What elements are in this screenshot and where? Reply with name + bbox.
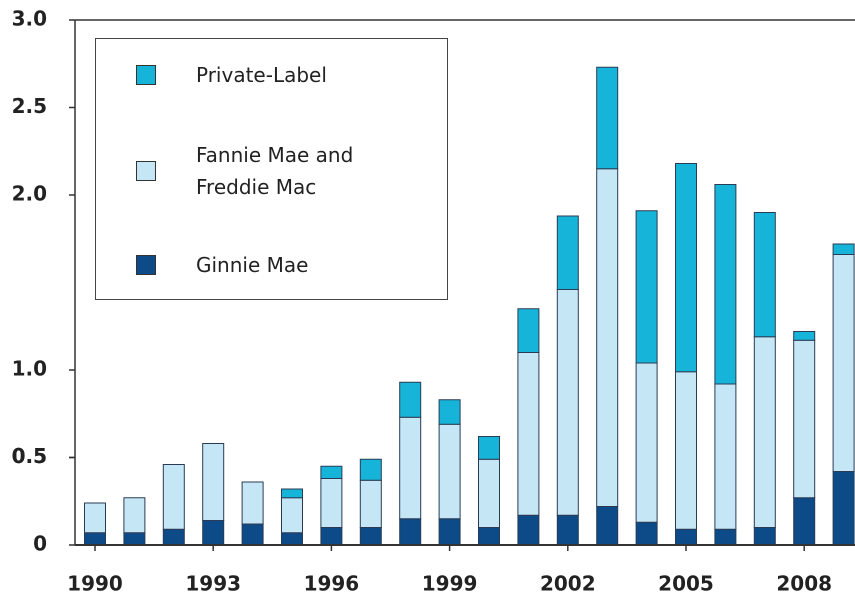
bar-segment [84, 502, 106, 534]
bar-segment [399, 381, 422, 418]
bar-segment [793, 497, 816, 546]
legend-item: Private-Label [136, 59, 416, 91]
bar-segment [438, 399, 461, 425]
legend-label: Ginnie Mae [196, 253, 309, 277]
y-tick-label: 2.0 [12, 182, 47, 206]
bar-segment [438, 518, 461, 546]
x-tick-label: 1990 [67, 572, 123, 596]
legend-swatch [136, 255, 156, 275]
bar-segment [320, 527, 343, 546]
bar-segment [714, 184, 737, 385]
bar-segment [753, 212, 776, 338]
bar-segment [596, 168, 619, 507]
y-tick-label: 0.5 [12, 444, 47, 468]
bar-segment [832, 254, 855, 472]
legend: Private-Label Fannie Mae and Freddie Mac G… [95, 38, 448, 300]
legend-label: Private-Label [196, 63, 327, 87]
bar-segment [635, 521, 658, 546]
y-tick-label: 3.0 [12, 7, 47, 31]
bar-segment [753, 527, 776, 546]
bar-segment [202, 443, 225, 521]
bar-segment [281, 488, 303, 499]
bar-segment [793, 339, 816, 499]
legend-swatch [136, 65, 156, 85]
bar-segment [359, 479, 382, 528]
bar-segment [517, 308, 540, 353]
bar-segment [478, 527, 500, 546]
bar-segment [320, 465, 343, 479]
x-tick-label: 2005 [658, 572, 714, 596]
legend-label: Fannie Mae and Freddie Mac [196, 143, 354, 199]
bar-segment [478, 458, 500, 528]
legend-item: Ginnie Mae [136, 249, 416, 281]
bar-segment [635, 362, 658, 523]
y-tick-label: 0 [33, 532, 47, 556]
bar-segment [478, 436, 500, 460]
bar-segment [714, 383, 737, 530]
bar-segment [675, 163, 697, 373]
bar-segment [241, 481, 264, 525]
bar-segment [123, 497, 146, 534]
bar-segment [162, 528, 185, 546]
y-tick-label: 2.5 [12, 94, 47, 118]
bar-segment [793, 331, 816, 341]
bar-segment [635, 210, 658, 364]
bar-segment [714, 528, 737, 546]
bar-segment [517, 514, 540, 546]
bar-segment [399, 416, 422, 520]
bar-segment [84, 532, 106, 546]
bar-segment [596, 66, 619, 170]
legend-swatch [136, 161, 156, 181]
bar-segment [753, 336, 776, 528]
bar-segment [281, 532, 303, 546]
x-tick-label: 1996 [304, 572, 360, 596]
x-tick-label: 1999 [422, 572, 478, 596]
bar-segment [162, 464, 185, 530]
bar-segment [202, 520, 225, 546]
bar-segment [320, 478, 343, 528]
bar-segment [675, 528, 697, 546]
bar-segment [399, 518, 422, 546]
bar-segment [281, 497, 303, 534]
y-tick-label: 0.5 [12, 444, 47, 468]
bar-segment [832, 471, 855, 546]
bar-segment [438, 423, 461, 520]
bar-segment [123, 532, 146, 546]
bar-segment [241, 523, 264, 546]
x-tick-label: 2008 [776, 572, 832, 596]
bar-segment [517, 352, 540, 516]
bar-segment [556, 215, 579, 290]
bar-segment [359, 527, 382, 546]
bar-segment [832, 243, 855, 255]
bar-segment [359, 458, 382, 481]
x-tick-label: 2002 [540, 572, 596, 596]
bar-segment [556, 289, 579, 516]
legend-item: Fannie Mae and Freddie Mac [136, 139, 396, 203]
bar-segment [675, 371, 697, 530]
bar-segment [556, 514, 579, 546]
y-tick-label: 1.0 [12, 357, 47, 381]
bar-segment [596, 506, 619, 546]
x-tick-label: 1993 [185, 572, 241, 596]
